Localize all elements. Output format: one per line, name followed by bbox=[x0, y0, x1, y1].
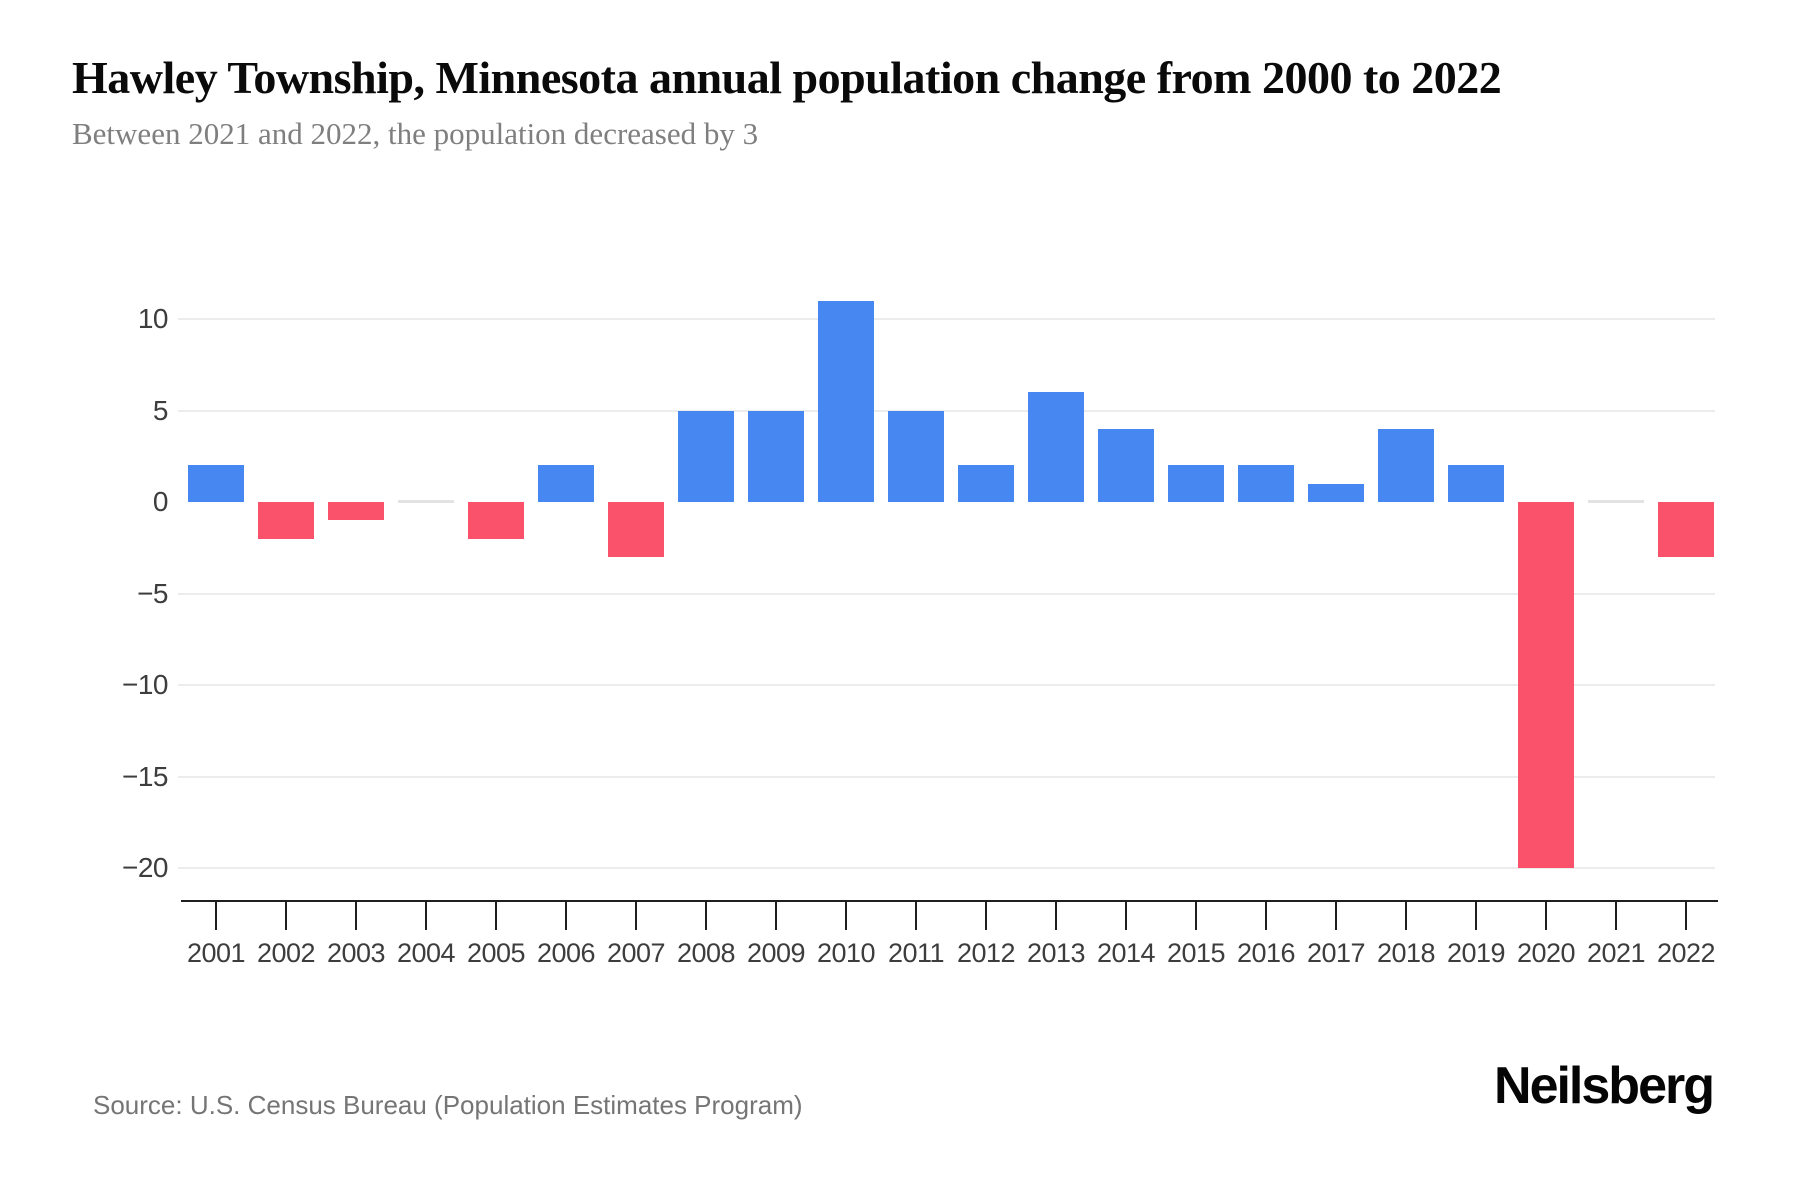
x-axis-tick-2001 bbox=[215, 900, 217, 930]
x-axis-tick-2010 bbox=[845, 900, 847, 930]
x-axis-tick-2002 bbox=[285, 900, 287, 930]
x-axis-tick-2003 bbox=[355, 900, 357, 930]
x-axis-label-2002: 2002 bbox=[256, 938, 316, 968]
x-axis-label-2007: 2007 bbox=[606, 938, 666, 968]
y-axis-label--20: −20 bbox=[122, 852, 169, 883]
x-axis-label-2009: 2009 bbox=[746, 938, 806, 968]
bar-2010[interactable] bbox=[818, 300, 874, 502]
x-axis-tick-2012 bbox=[985, 900, 987, 930]
bar-2002[interactable] bbox=[258, 502, 314, 539]
bar-2014[interactable] bbox=[1098, 428, 1154, 502]
chart-subtitle: Between 2021 and 2022, the population de… bbox=[72, 116, 759, 151]
x-axis-tick-2005 bbox=[495, 900, 497, 930]
bar-2008[interactable] bbox=[678, 410, 734, 502]
bar-2007[interactable] bbox=[608, 502, 664, 557]
x-axis-tick-2018 bbox=[1405, 900, 1407, 930]
x-axis-label-2014: 2014 bbox=[1096, 938, 1156, 968]
bar-2012[interactable] bbox=[958, 465, 1014, 502]
gridline-y--15 bbox=[178, 775, 1715, 778]
x-axis-tick-2006 bbox=[565, 900, 567, 930]
y-axis-label-10: 10 bbox=[137, 303, 169, 334]
y-axis-label--5: −5 bbox=[137, 577, 168, 609]
bar-2006[interactable] bbox=[538, 465, 594, 502]
x-axis-tick-2004 bbox=[425, 900, 427, 930]
x-axis-tick-2007 bbox=[635, 900, 637, 930]
bar-2009[interactable] bbox=[748, 410, 804, 502]
bar-2020[interactable] bbox=[1518, 502, 1574, 868]
gridline-y-10 bbox=[178, 318, 1715, 320]
x-axis-tick-2013 bbox=[1055, 900, 1057, 930]
bar-2003[interactable] bbox=[328, 502, 384, 521]
x-axis-tick-2020 bbox=[1545, 900, 1547, 930]
x-axis-label-2011: 2011 bbox=[887, 938, 945, 968]
x-axis-line bbox=[181, 900, 1718, 902]
x-axis-tick-2008 bbox=[705, 900, 707, 930]
bar-2016[interactable] bbox=[1238, 465, 1294, 502]
x-axis-label-2012: 2012 bbox=[956, 938, 1016, 968]
chart-title: Hawley Township, Minnesota annual popula… bbox=[72, 52, 1502, 103]
bar-2019[interactable] bbox=[1448, 465, 1504, 502]
y-axis-label--15: −15 bbox=[122, 760, 169, 792]
x-axis-tick-2017 bbox=[1335, 900, 1337, 930]
x-axis-label-2018: 2018 bbox=[1376, 938, 1436, 968]
y-axis-label-0: 0 bbox=[152, 486, 169, 517]
x-axis-label-2020: 2020 bbox=[1516, 938, 1576, 968]
x-axis-label-2006: 2006 bbox=[536, 938, 596, 968]
x-axis-label-2019: 2019 bbox=[1446, 938, 1506, 968]
bar-2005[interactable] bbox=[468, 502, 524, 539]
bar-2015[interactable] bbox=[1168, 465, 1224, 502]
brand-logo: Neilsberg bbox=[1494, 1057, 1715, 1115]
x-axis-label-2010: 2010 bbox=[816, 938, 876, 968]
bar-2018[interactable] bbox=[1378, 428, 1434, 502]
bar-2011[interactable] bbox=[888, 410, 944, 502]
y-axis-label--10: −10 bbox=[122, 669, 169, 700]
gridline-y--5 bbox=[178, 592, 1715, 595]
zero-bar-2004[interactable] bbox=[398, 500, 454, 503]
bar-2013[interactable] bbox=[1028, 392, 1084, 502]
bar-2017[interactable] bbox=[1308, 483, 1364, 502]
x-axis-tick-2015 bbox=[1195, 900, 1197, 930]
zero-bar-2021[interactable] bbox=[1588, 500, 1644, 503]
x-axis-label-2004: 2004 bbox=[396, 938, 456, 968]
x-axis-tick-2021 bbox=[1615, 900, 1617, 930]
x-axis-tick-2016 bbox=[1265, 900, 1267, 930]
x-axis-label-2017: 2017 bbox=[1306, 938, 1366, 968]
x-axis-label-2021: 2021 bbox=[1586, 938, 1646, 968]
gridline-y--20 bbox=[178, 867, 1715, 869]
x-axis-tick-2011 bbox=[915, 900, 917, 930]
bar-2022[interactable] bbox=[1658, 502, 1714, 557]
x-axis-label-2015: 2015 bbox=[1166, 938, 1226, 968]
x-axis-label-2003: 2003 bbox=[326, 938, 386, 968]
x-axis-label-2005: 2005 bbox=[466, 938, 526, 968]
bar-2001[interactable] bbox=[188, 465, 244, 502]
x-axis-tick-2019 bbox=[1475, 900, 1477, 930]
source-text: Source: U.S. Census Bureau (Population E… bbox=[93, 1090, 803, 1120]
x-axis-label-2001: 2001 bbox=[186, 938, 246, 968]
x-axis-tick-2022 bbox=[1685, 900, 1687, 930]
x-axis-label-2016: 2016 bbox=[1236, 938, 1296, 968]
gridline-y-5 bbox=[178, 409, 1715, 412]
x-axis-tick-2009 bbox=[775, 900, 777, 930]
x-axis-label-2022: 2022 bbox=[1656, 938, 1716, 968]
x-axis-label-2008: 2008 bbox=[676, 938, 736, 968]
y-axis-label-5: 5 bbox=[152, 394, 169, 426]
x-axis-label-2013: 2013 bbox=[1026, 938, 1086, 968]
gridline-y--10 bbox=[178, 684, 1715, 686]
x-axis-tick-2014 bbox=[1125, 900, 1127, 930]
